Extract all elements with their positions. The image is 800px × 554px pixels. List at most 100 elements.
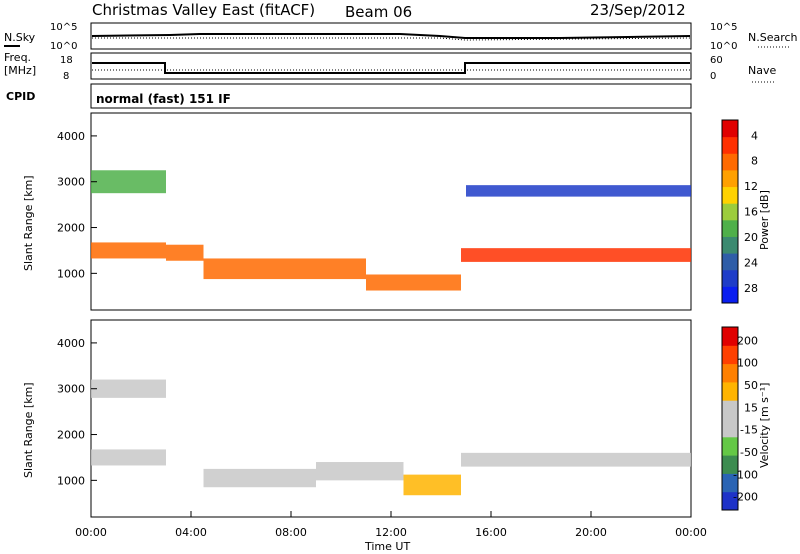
nsky-tick-top-right: 10^5 xyxy=(710,22,737,33)
power-band-3 xyxy=(366,274,461,291)
freq-tick-top: 18 xyxy=(60,55,73,66)
x-tick-label-1: 04:00 xyxy=(175,526,207,539)
nsearch-label: N.Search xyxy=(748,31,798,44)
velocity-colorbar-tick-3: 15 xyxy=(744,401,758,414)
power-ytick-label-2: 3000 xyxy=(57,176,85,189)
velocity-colorbar-swatch-9 xyxy=(722,327,738,346)
power-colorbar-swatch-2 xyxy=(722,253,738,271)
velocity-ytick-label-0: 1000 xyxy=(57,474,85,487)
cpid-value: normal (fast) 151 IF xyxy=(96,92,231,106)
power-colorbar-swatch-10 xyxy=(722,120,738,138)
velocity-colorbar-tick-2: 50 xyxy=(744,379,758,392)
power-colorbar-swatch-7 xyxy=(722,169,738,188)
power-band-5 xyxy=(91,170,166,194)
nsearch-trace xyxy=(92,37,691,41)
x-axis-label: Time UT xyxy=(364,540,410,553)
power-ytick-label-0: 1000 xyxy=(57,267,85,280)
velocity-colorbar-tick-4: -15 xyxy=(740,424,758,437)
x-tick-label-5: 20:00 xyxy=(575,526,607,539)
date-label: 23/Sep/2012 xyxy=(590,1,686,19)
power-colorbar-label: Power [dB] xyxy=(758,190,771,250)
power-data-bands xyxy=(91,170,691,291)
nsky-label: N.Sky xyxy=(4,31,36,44)
nave-tick-bottom: 0 xyxy=(710,71,716,82)
velocity-colorbar-swatch-4 xyxy=(722,418,738,438)
power-colorbar-swatch-3 xyxy=(722,236,738,254)
velocity-colorbar-swatch-2 xyxy=(722,455,738,474)
power-colorbar-swatch-9 xyxy=(722,136,738,154)
power-colorbar-tick-0: 4 xyxy=(751,129,758,142)
velocity-colorbar: 200 100 50 15 -15 -50 -100 -200 xyxy=(721,326,758,511)
velocity-band-4 xyxy=(461,452,691,467)
velocity-colorbar-tick-5: -50 xyxy=(740,446,758,459)
power-colorbar-swatch-8 xyxy=(722,153,738,171)
nsky-strip-frame xyxy=(90,22,692,50)
nsky-tick-top-left: 10^5 xyxy=(50,22,77,33)
cpid-label: CPID xyxy=(6,90,35,103)
power-y-ticks: 1000 2000 3000 4000 xyxy=(57,130,97,280)
freq-label: Freq. xyxy=(4,51,31,64)
nave-tick-top: 60 xyxy=(710,55,723,66)
freq-tick-bottom: 8 xyxy=(63,71,69,82)
beam-label: Beam 06 xyxy=(345,3,412,21)
power-colorbar-tick-5: 24 xyxy=(744,256,758,269)
velocity-ytick-label-2: 3000 xyxy=(57,383,85,396)
power-colorbar-frame xyxy=(721,119,739,304)
velocity-colorbar-tick-0: 200 xyxy=(737,334,758,347)
velocity-colorbar-swatch-6 xyxy=(722,381,738,401)
freq-trace xyxy=(92,62,690,74)
power-band-0 xyxy=(91,242,166,259)
velocity-colorbar-swatch-8 xyxy=(722,345,738,365)
velocity-band-0 xyxy=(91,449,166,466)
power-ylabel: Slant Range [km] xyxy=(22,175,35,271)
power-colorbar-swatch-1 xyxy=(722,269,738,287)
x-tick-label-2: 08:00 xyxy=(275,526,307,539)
power-colorbar: 4 8 12 16 20 24 28 xyxy=(721,119,758,304)
power-ytick-label-1: 2000 xyxy=(57,222,85,235)
power-band-2 xyxy=(203,258,366,280)
power-colorbar-swatch-0 xyxy=(722,286,738,304)
velocity-panel: 1000 2000 3000 4000 Slant Range [km] 200 100… xyxy=(22,319,771,518)
power-colorbar-tick-2: 12 xyxy=(744,180,758,193)
velocity-colorbar-swatch-5 xyxy=(722,400,738,419)
velocity-y-ticks: 1000 2000 3000 4000 xyxy=(57,337,97,487)
velocity-ytick-label-3: 4000 xyxy=(57,337,85,350)
velocity-panel-frame xyxy=(90,319,692,518)
velocity-band-5 xyxy=(91,379,166,398)
velocity-colorbar-frame xyxy=(721,326,739,511)
power-band-4 xyxy=(461,248,691,262)
velocity-ylabel: Slant Range [km] xyxy=(22,382,35,478)
power-colorbar-tick-6: 28 xyxy=(744,282,758,295)
power-colorbar-swatch-5 xyxy=(722,203,738,221)
power-panel: 1000 2000 3000 4000 Slant Range [km] 4 8 12 16… xyxy=(22,112,771,311)
power-colorbar-swatch-4 xyxy=(722,219,738,237)
velocity-band-2 xyxy=(316,462,404,481)
x-axis-ticks: 00:00 04:00 08:00 12:00 16:00 20:00 00:00 xyxy=(75,511,707,539)
nsky-tick-bottom-right: 10^0 xyxy=(710,41,737,52)
velocity-colorbar-swatch-3 xyxy=(722,436,738,456)
x-tick-label-0: 00:00 xyxy=(75,526,107,539)
nave-label: Nave xyxy=(748,64,776,77)
velocity-colorbar-swatch-0 xyxy=(722,491,738,511)
power-band-6 xyxy=(466,185,691,197)
power-band-1 xyxy=(166,244,204,261)
velocity-colorbar-swatch-7 xyxy=(722,363,738,383)
velocity-colorbar-tick-1: 100 xyxy=(737,357,758,370)
velocity-ytick-label-1: 2000 xyxy=(57,429,85,442)
x-tick-label-4: 16:00 xyxy=(475,526,507,539)
freq-unit: [MHz] xyxy=(4,64,36,77)
power-colorbar-tick-3: 16 xyxy=(744,206,758,219)
power-colorbar-tick-4: 20 xyxy=(744,231,758,244)
nsky-trace xyxy=(91,33,691,39)
velocity-data-bands xyxy=(91,379,691,496)
velocity-colorbar-swatch-1 xyxy=(722,473,738,493)
x-tick-label-3: 12:00 xyxy=(375,526,407,539)
velocity-colorbar-label: Velocity [m s⁻¹] xyxy=(758,383,771,468)
velocity-colorbar-tick-7: -200 xyxy=(733,491,758,504)
power-ytick-label-3: 4000 xyxy=(57,130,85,143)
power-colorbar-swatch-6 xyxy=(722,186,738,204)
velocity-colorbar-tick-6: -100 xyxy=(733,468,758,481)
cpid-strip-frame xyxy=(90,83,692,109)
velocity-band-3 xyxy=(403,474,461,496)
